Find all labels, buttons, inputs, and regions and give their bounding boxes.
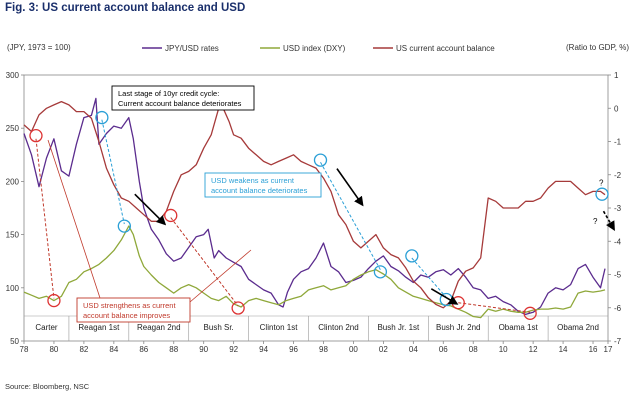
x-axis-tick-label: 98 [319, 345, 328, 354]
red-callout-line [189, 249, 252, 303]
x-axis-tick-label: 14 [559, 345, 568, 354]
red-dashed-connector [35, 138, 55, 299]
annotation-credit-cycle-line: Last stage of 10yr credit cycle: [118, 89, 219, 98]
trend-arrow [336, 168, 364, 207]
presidency-label: Obama 1st [499, 323, 539, 332]
series-line-1 [23, 225, 606, 319]
presidency-label: Bush Sr. [204, 323, 234, 332]
x-axis-tick-label: 02 [379, 345, 388, 354]
presidency-label: Bush Jr. 2nd [436, 323, 480, 332]
trend-arrow [430, 288, 459, 305]
right-axis-tick-label: 1 [614, 71, 619, 80]
x-axis-tick-label: 88 [169, 345, 178, 354]
annotation-usd-weakens-line: account balance deteriorates [211, 186, 308, 195]
presidency-label: Clinton 2nd [318, 323, 358, 332]
x-axis-tick-label: 84 [109, 345, 118, 354]
series-line-0 [23, 97, 606, 316]
blue-circle-marker [405, 249, 419, 263]
blue-dashed-connector [101, 119, 125, 225]
x-axis-tick-label: 90 [199, 345, 208, 354]
right-axis-tick-label: 0 [614, 104, 619, 113]
x-axis-tick-label: 12 [529, 345, 538, 354]
red-dashed-connector [458, 302, 531, 313]
x-axis-tick-label: 06 [439, 345, 448, 354]
series-line-2 [23, 100, 606, 309]
legend-label-jpy: JPY/USD rates [165, 44, 219, 53]
red-circle-marker [231, 301, 245, 315]
right-axis-tick-label: -7 [614, 337, 622, 346]
left-axis-tick-label: 100 [6, 284, 20, 293]
right-axis-label: (Ratio to GDP, %) [566, 43, 629, 52]
left-axis-tick-label: 50 [10, 337, 19, 346]
x-axis-tick-label: 00 [349, 345, 358, 354]
left-axis-tick-label: 250 [6, 124, 20, 133]
right-axis-tick-label: -6 [614, 304, 622, 313]
presidency-label: Obama 2nd [557, 323, 599, 332]
legend: JPY/USD rates USD index (DXY) US current… [142, 44, 495, 53]
annotation-usd-strengthens-line: account balance improves [83, 311, 170, 320]
right-axis-tick-label: -2 [614, 171, 622, 180]
trend-arrow [134, 193, 167, 226]
annotation-usd-strengthens-box [76, 297, 191, 323]
x-axis-tick-label: 08 [469, 345, 478, 354]
blue-circle-marker [95, 110, 109, 125]
red-circle-marker [164, 208, 178, 223]
annotation-usd-weakens-box [204, 172, 322, 198]
x-axis-tick-label: 82 [79, 345, 88, 354]
left-axis-label: (JPY, 1973 = 100) [7, 43, 71, 52]
x-axis-tick-label: 16 [589, 345, 598, 354]
legend-label-ca: US current account balance [396, 44, 495, 53]
left-axis-tick-label: 200 [6, 177, 20, 186]
red-circle-marker [29, 128, 43, 143]
right-axis-tick-label: -5 [614, 271, 622, 280]
right-axis-tick-label: -4 [614, 237, 622, 246]
source-note: Source: Bloomberg, NSC [5, 382, 90, 391]
presidency-label: Reagan 1st [78, 323, 120, 332]
trend-arrow [602, 210, 615, 231]
annotation-usd-weakens-line: USD weakens as current [211, 176, 295, 185]
x-axis-tick-label: 92 [229, 345, 238, 354]
chart-title: Fig. 3: US current account balance and U… [5, 2, 245, 14]
annotation-credit-cycle-box [111, 85, 255, 111]
presidency-label: Reagan 2nd [137, 323, 181, 332]
blue-dashed-connector [320, 162, 381, 270]
presidency-label: Clinton 1st [260, 323, 299, 332]
blue-circle-marker [313, 153, 328, 167]
annotation-usd-strengthens-line: USD strengthens as current [83, 301, 176, 310]
blue-circle-marker [595, 187, 609, 201]
x-axis-tick-label: 78 [20, 345, 29, 354]
annotation-credit-cycle: Last stage of 10yr credit cycle:Current … [111, 85, 255, 111]
x-axis-tick-label: 80 [49, 345, 58, 354]
x-axis-tick-label: 96 [289, 345, 298, 354]
question-mark: ? [599, 179, 604, 188]
blue-circle-marker [373, 265, 388, 279]
question-mark: ? [593, 217, 598, 226]
x-axis-tick-label: 94 [259, 345, 268, 354]
red-dashed-connector [170, 217, 239, 307]
blue-dashed-connector [411, 257, 447, 298]
red-callout-line [47, 139, 101, 299]
presidency-label: Carter [35, 323, 58, 332]
blue-circle-marker [117, 219, 131, 233]
x-axis-tick-label: 17 [604, 345, 613, 354]
left-axis-tick-label: 150 [6, 231, 20, 240]
red-circle-marker [523, 306, 537, 320]
right-axis-tick-label: -3 [614, 204, 622, 213]
x-axis-tick-label: 04 [409, 345, 418, 354]
red-circle-marker [47, 293, 61, 308]
x-axis-tick-label: 86 [139, 345, 148, 354]
left-axis-tick-label: 300 [6, 71, 20, 80]
presidency-label: Bush Jr. 1st [377, 323, 420, 332]
legend-label-dxy: USD index (DXY) [283, 44, 346, 53]
x-axis-tick-label: 10 [499, 345, 508, 354]
right-axis-tick-label: -1 [614, 138, 622, 147]
annotation-credit-cycle-line: Current account balance deteriorates [118, 99, 242, 108]
